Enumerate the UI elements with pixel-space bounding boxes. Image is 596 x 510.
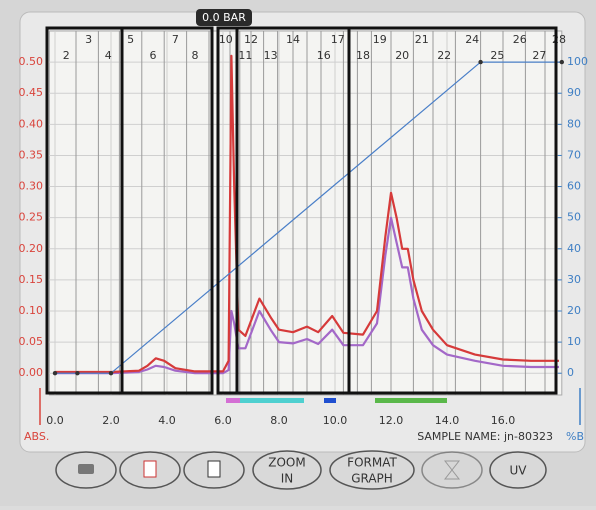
fraction-label: 18 (356, 49, 370, 62)
button-label: IN (281, 472, 294, 486)
button-label: ZOOM (268, 456, 305, 470)
fraction-label: 20 (395, 49, 409, 62)
gradient-point (53, 371, 57, 375)
y2-tick-label: 70 (567, 148, 581, 161)
fraction-label: 8 (192, 49, 199, 62)
x-tick-label: 2.0 (102, 414, 120, 427)
fraction-label: 12 (244, 33, 258, 46)
x-tick-label: 8.0 (270, 414, 288, 427)
gradient-point (109, 371, 113, 375)
fraction-label: 21 (415, 33, 429, 46)
gradient-point (478, 60, 482, 64)
x-tick-label: 4.0 (158, 414, 176, 427)
fraction-label: 16 (317, 49, 331, 62)
y-tick-label: 0.10 (19, 304, 44, 317)
y-tick-label: 0.00 (19, 366, 44, 379)
y-tick-label: 0.30 (19, 180, 44, 193)
collect-bar (226, 398, 240, 403)
x-tick-label: 6.0 (214, 414, 232, 427)
hourglass-button (422, 452, 482, 488)
fraction-label: 14 (286, 33, 300, 46)
fraction-label: 6 (150, 49, 157, 62)
y-tick-label: 0.35 (19, 148, 44, 161)
y-tick-label: 0.15 (19, 273, 44, 286)
toolbar: ZOOM IN FORMAT GRAPH UV (56, 451, 546, 489)
pressure: 0.0 BAR (202, 11, 246, 24)
x-tick-label: 12.0 (379, 414, 404, 427)
print-button[interactable] (56, 452, 116, 488)
y2-tick-label: 30 (567, 273, 581, 286)
fraction-label: 22 (437, 49, 451, 62)
pdf-button[interactable] (120, 452, 180, 488)
x-tick-label: 0.0 (46, 414, 64, 427)
button-label: FORMAT (347, 456, 397, 470)
button-label: UV (510, 464, 528, 478)
fraction-label: 19 (373, 33, 387, 46)
fraction-label: 17 (331, 33, 345, 46)
fraction-label: 25 (490, 49, 504, 62)
collect-bar (375, 398, 447, 403)
y2-tick-label: 20 (567, 304, 581, 317)
y2-tick-label: 60 (567, 180, 581, 193)
y-tick-label: 0.50 (19, 55, 44, 68)
fraction-label: 24 (465, 33, 479, 46)
y2-tick-label: 40 (567, 242, 581, 255)
y2-tick-label: 80 (567, 117, 581, 130)
y2-label: %B (566, 430, 584, 443)
y-tick-label: 0.20 (19, 242, 44, 255)
y-tick-label: 0.25 (19, 211, 44, 224)
x-tick-label: 14.0 (435, 414, 460, 427)
fraction-label: 27 (532, 49, 546, 62)
y2-tick-label: 10 (567, 335, 581, 348)
y2-tick-label: 50 (567, 211, 581, 224)
screen: 0.000.050.100.150.200.250.300.350.400.45… (0, 0, 596, 506)
fraction-label: 3 (85, 33, 92, 46)
gradient-point (560, 60, 564, 64)
report-button[interactable] (184, 452, 244, 488)
fraction-label: 4 (105, 49, 112, 62)
y-tick-label: 0.05 (19, 335, 44, 348)
zoom-button[interactable]: ZOOM IN (253, 451, 321, 489)
uv-button[interactable]: UV (490, 452, 546, 488)
x-tick-label: 10.0 (323, 414, 348, 427)
fraction-label: 26 (513, 33, 527, 46)
y2-tick-label: 100 (567, 55, 588, 68)
fraction-label: 10 (219, 33, 233, 46)
y-tick-label: 0.40 (19, 117, 44, 130)
collect-bar (324, 398, 336, 403)
fraction-label: 13 (264, 49, 278, 62)
button-label: GRAPH (351, 472, 393, 486)
y2-tick-label: 90 (567, 86, 581, 99)
fraction-label: 7 (172, 33, 179, 46)
fraction-label: 5 (127, 33, 134, 46)
fraction-label: 11 (238, 49, 252, 62)
y-tick-label: 0.45 (19, 86, 44, 99)
format-button[interactable]: FORMAT GRAPH (330, 451, 414, 489)
gradient-point (75, 371, 79, 375)
y2-tick-label: 0 (567, 366, 574, 379)
fraction-label: 28 (552, 33, 566, 46)
fraction-label: 2 (63, 49, 70, 62)
x-tick-label: 16.0 (491, 414, 516, 427)
sample-name: SAMPLE NAME: jn-80323 (417, 430, 553, 443)
y-label: ABS. (24, 430, 49, 443)
collect-bar (240, 398, 304, 403)
